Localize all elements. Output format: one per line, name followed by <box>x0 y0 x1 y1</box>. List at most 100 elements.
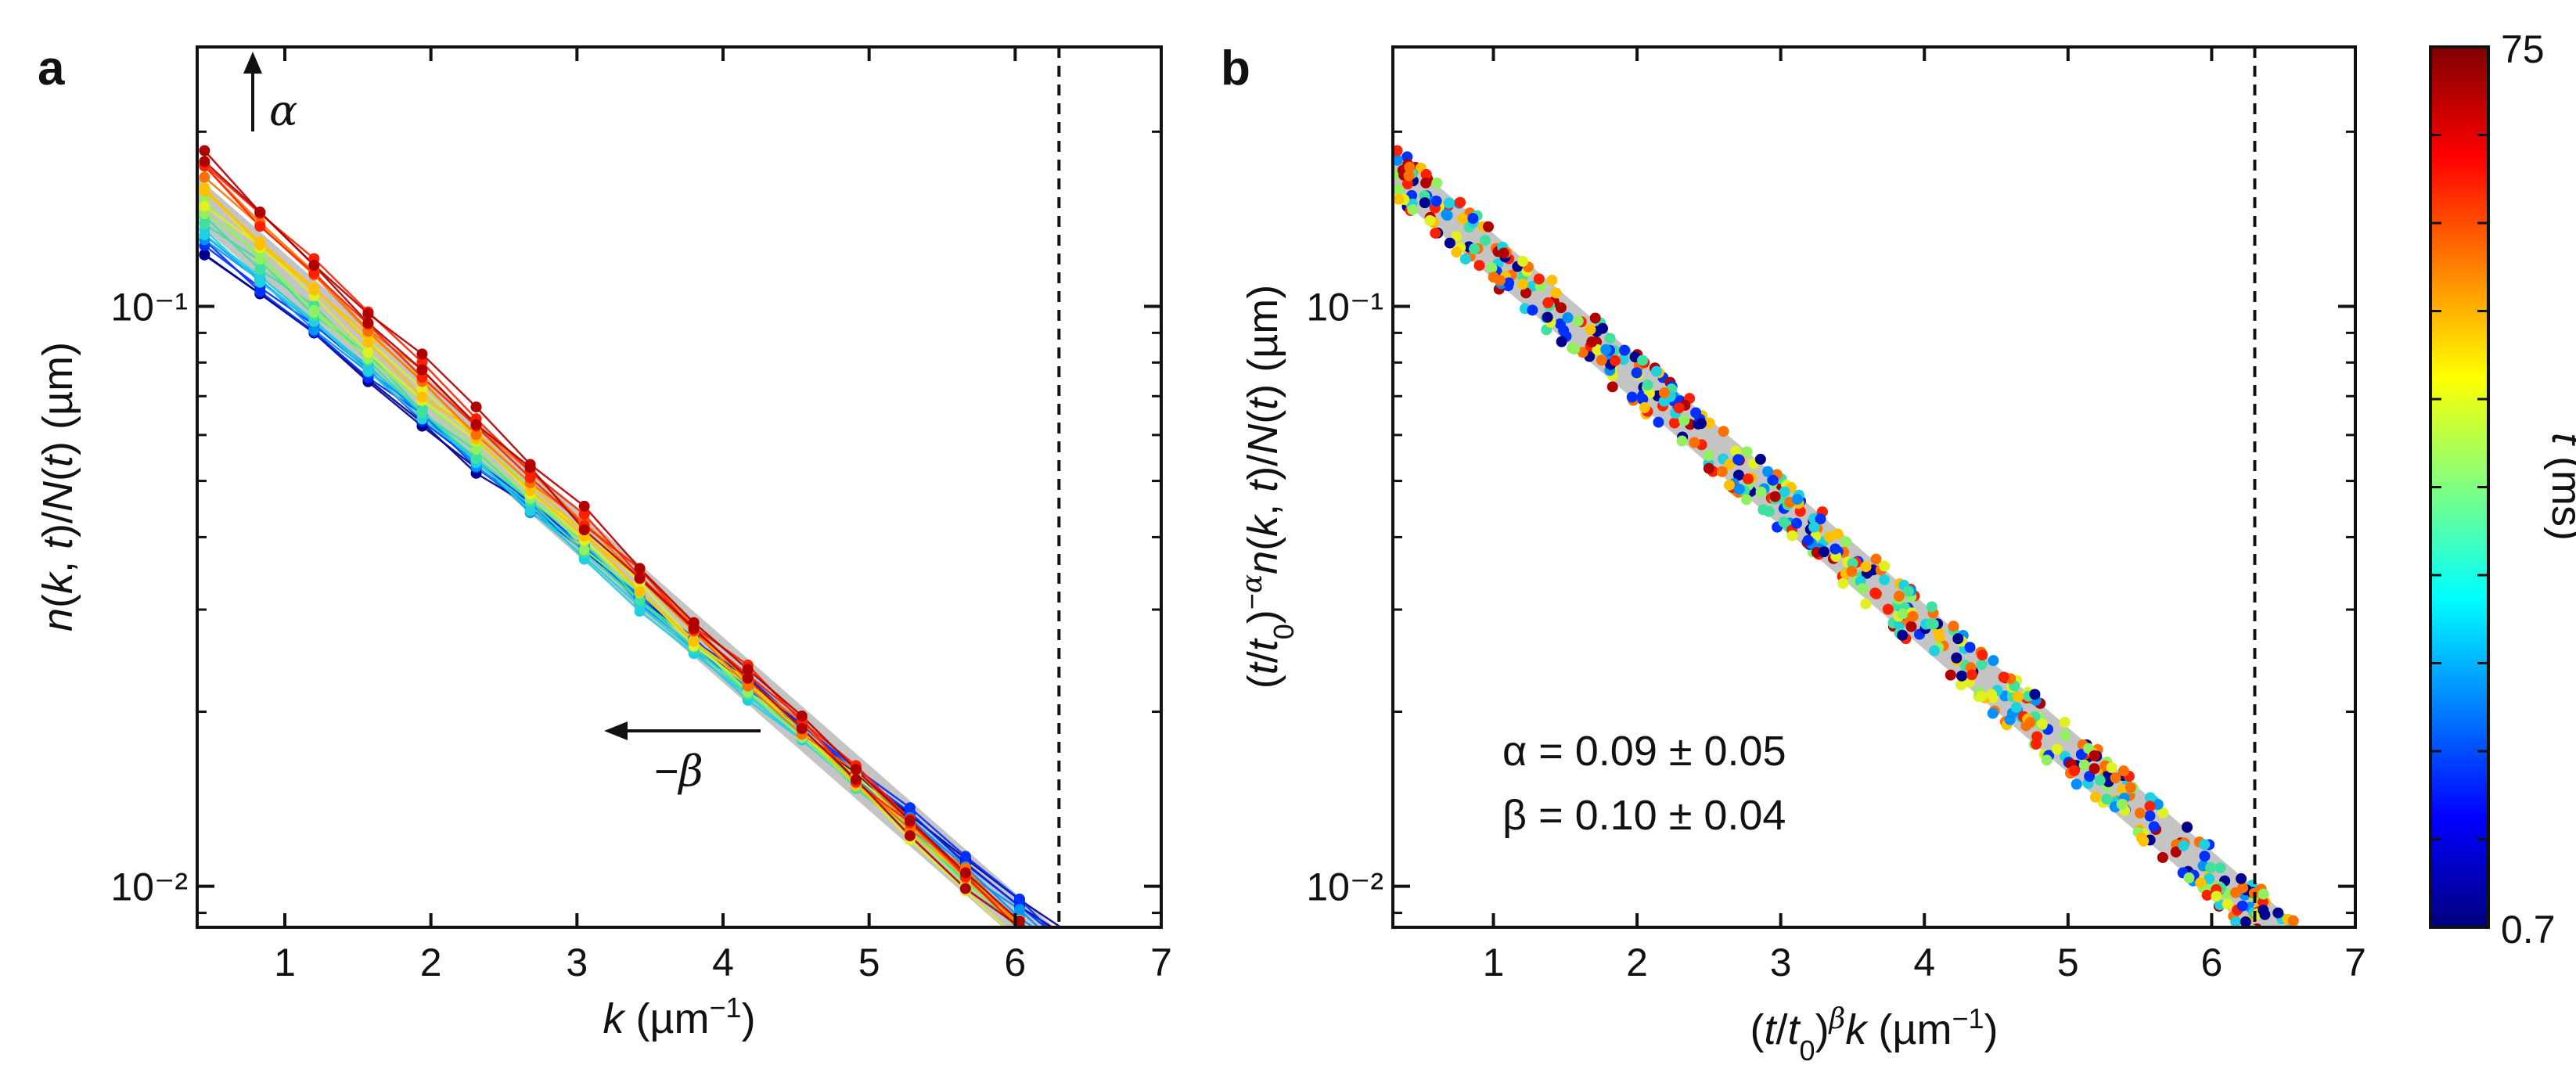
data-point <box>1141 1032 1152 1043</box>
scatter-point <box>1956 670 1968 682</box>
scatter-point <box>2304 934 2315 944</box>
scatter-point <box>2222 898 2233 910</box>
scatter-point <box>1451 231 1462 243</box>
data-point <box>470 429 482 441</box>
data-point <box>470 452 482 464</box>
scatter-point <box>1650 365 1662 377</box>
data-point <box>1068 965 1079 976</box>
scatter-point <box>2183 872 2195 883</box>
panel-b-letter: b <box>1221 41 1250 95</box>
panel-b-x-tick-label: 2 <box>1626 941 1648 984</box>
scatter-point <box>1754 453 1766 465</box>
scatter-point <box>1567 342 1578 354</box>
scatter-point <box>1879 560 1891 572</box>
scatter-point <box>1676 435 1688 447</box>
scatter-point <box>2272 939 2283 950</box>
panel-b-y-tick-labels: 10⁻¹ 10⁻² <box>1306 285 1383 908</box>
scatter-point <box>1600 344 1612 355</box>
data-point <box>1068 980 1079 991</box>
data-point <box>1068 981 1079 992</box>
data-point <box>199 145 210 157</box>
scatter-point <box>2298 937 2309 948</box>
scatter-point <box>2333 990 2344 1001</box>
colorbar-axis-label: t (ms) <box>2543 433 2576 541</box>
scatter-point <box>2144 810 2156 822</box>
scatter-point <box>1443 197 1455 209</box>
scatter-point <box>2330 998 2341 1009</box>
data-point <box>524 505 536 516</box>
scatter-point <box>1668 417 1680 429</box>
scatter-point <box>1998 671 2009 683</box>
scatter-point <box>1457 213 1469 225</box>
scatter-point <box>1467 213 1479 225</box>
scatter-point <box>2304 960 2315 971</box>
data-point <box>1068 962 1079 973</box>
scatter-point <box>1419 197 1430 209</box>
scatter-point <box>2195 877 2207 889</box>
scatter-point <box>1586 336 1598 347</box>
scatter-point <box>1503 277 1515 289</box>
colorbar-min-label: 0.7 <box>2501 908 2556 952</box>
scatter-point <box>1420 168 1432 180</box>
data-point <box>1068 964 1079 975</box>
scatter-point <box>1678 415 1690 426</box>
scatter-point <box>1860 598 1872 610</box>
scatter-point <box>2124 782 2136 793</box>
panel-a-x-tick-label: 7 <box>1150 941 1172 984</box>
data-point <box>470 443 482 455</box>
series-line <box>203 160 1022 927</box>
scatter-point <box>2078 759 2090 771</box>
scatter-point <box>1637 394 1649 405</box>
scatter-point <box>1987 707 1999 719</box>
data-point <box>470 419 482 430</box>
data-point <box>1068 970 1079 980</box>
panel-b-y-tick-label: 10⁻¹ <box>1306 285 1383 329</box>
panel-b-x-tick-label: 6 <box>2201 941 2223 984</box>
data-point <box>742 672 754 684</box>
scatter-point <box>1870 553 1882 565</box>
scatter-point <box>1689 437 1700 448</box>
scatter-point <box>2257 896 2268 908</box>
data-point <box>254 236 266 248</box>
scatter-point <box>2201 889 2213 901</box>
data-point <box>1141 1024 1152 1035</box>
scatter-point <box>2004 714 2016 725</box>
scatter-point <box>2259 908 2271 920</box>
data-point <box>959 883 971 894</box>
scatter-point <box>1498 247 1509 259</box>
scatter-point <box>2041 754 2053 766</box>
data-point <box>904 802 916 814</box>
data-point <box>634 595 646 606</box>
scatter-point <box>2199 839 2211 851</box>
scatter-point <box>1642 380 1653 391</box>
scatter-point <box>1556 336 1567 347</box>
scatter-point <box>1732 470 1744 481</box>
scatter-point <box>2059 716 2071 728</box>
data-point <box>254 286 266 297</box>
data-point <box>524 459 536 470</box>
panel-b-x-tick-label: 5 <box>2057 941 2079 984</box>
scatter-point <box>2214 862 2226 874</box>
scatter-point <box>1815 513 1826 525</box>
scatter-point <box>2148 821 2160 833</box>
scatter-point <box>1695 418 1707 430</box>
scatter-point <box>1730 445 1742 457</box>
data-point <box>688 635 700 647</box>
data-point <box>1068 970 1079 981</box>
scatter-point <box>2106 762 2117 774</box>
data-point <box>578 500 590 512</box>
scatter-point <box>1902 585 1914 597</box>
scatter-point <box>1639 401 1650 413</box>
colorbar-max-label: 75 <box>2501 27 2545 71</box>
scatter-point <box>1482 221 1494 232</box>
data-point <box>1013 916 1025 927</box>
scatter-point <box>2051 743 2063 755</box>
data-point <box>199 208 210 220</box>
scatter-point <box>1879 574 1891 585</box>
data-point <box>1068 984 1079 995</box>
scatter-point <box>1819 546 1830 558</box>
scatter-point <box>1763 506 1775 517</box>
scatter-point <box>1589 312 1601 324</box>
data-point <box>362 365 374 377</box>
